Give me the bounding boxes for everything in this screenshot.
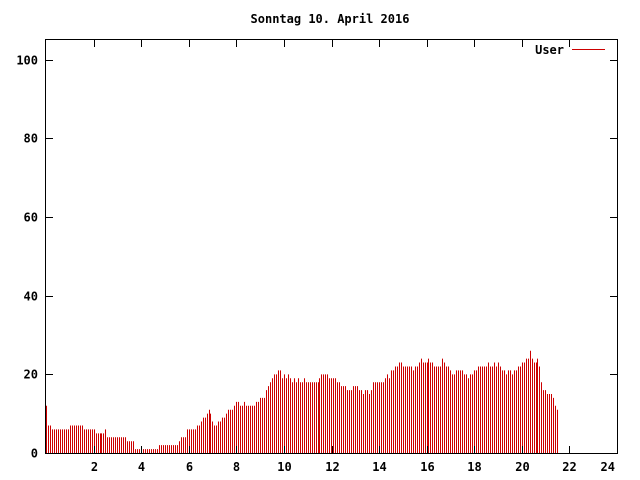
x-tick-label: 8 <box>233 460 240 474</box>
x-tick-label: 6 <box>186 460 193 474</box>
x-tick-label: 20 <box>515 460 529 474</box>
x-tick-label: 18 <box>467 460 481 474</box>
x-tick-label: 24 <box>601 460 615 474</box>
y-tick-label: 0 <box>31 447 38 461</box>
y-axis: 0 20 40 60 80 100 <box>16 54 617 461</box>
bar-series <box>46 350 558 453</box>
chart-title: Sonntag 10. April 2016 <box>251 12 410 26</box>
y-tick-label: 60 <box>24 211 38 225</box>
x-tick-label: 2 <box>91 460 98 474</box>
x-axis: 2 4 6 8 10 12 14 16 18 20 22 24 <box>91 40 618 474</box>
y-tick-label: 20 <box>24 368 38 382</box>
y-tick-label: 80 <box>24 132 38 146</box>
legend: User <box>535 43 605 57</box>
legend-label: User <box>535 43 564 57</box>
y-tick-label: 40 <box>24 290 38 304</box>
x-tick-label: 22 <box>562 460 576 474</box>
plot-frame <box>45 39 618 454</box>
x-tick-label: 4 <box>138 460 145 474</box>
x-tick-label: 12 <box>325 460 339 474</box>
x-tick-label: 16 <box>420 460 434 474</box>
x-tick-label: 14 <box>372 460 386 474</box>
y-tick-label: 100 <box>16 54 38 68</box>
x-tick-label: 10 <box>277 460 291 474</box>
